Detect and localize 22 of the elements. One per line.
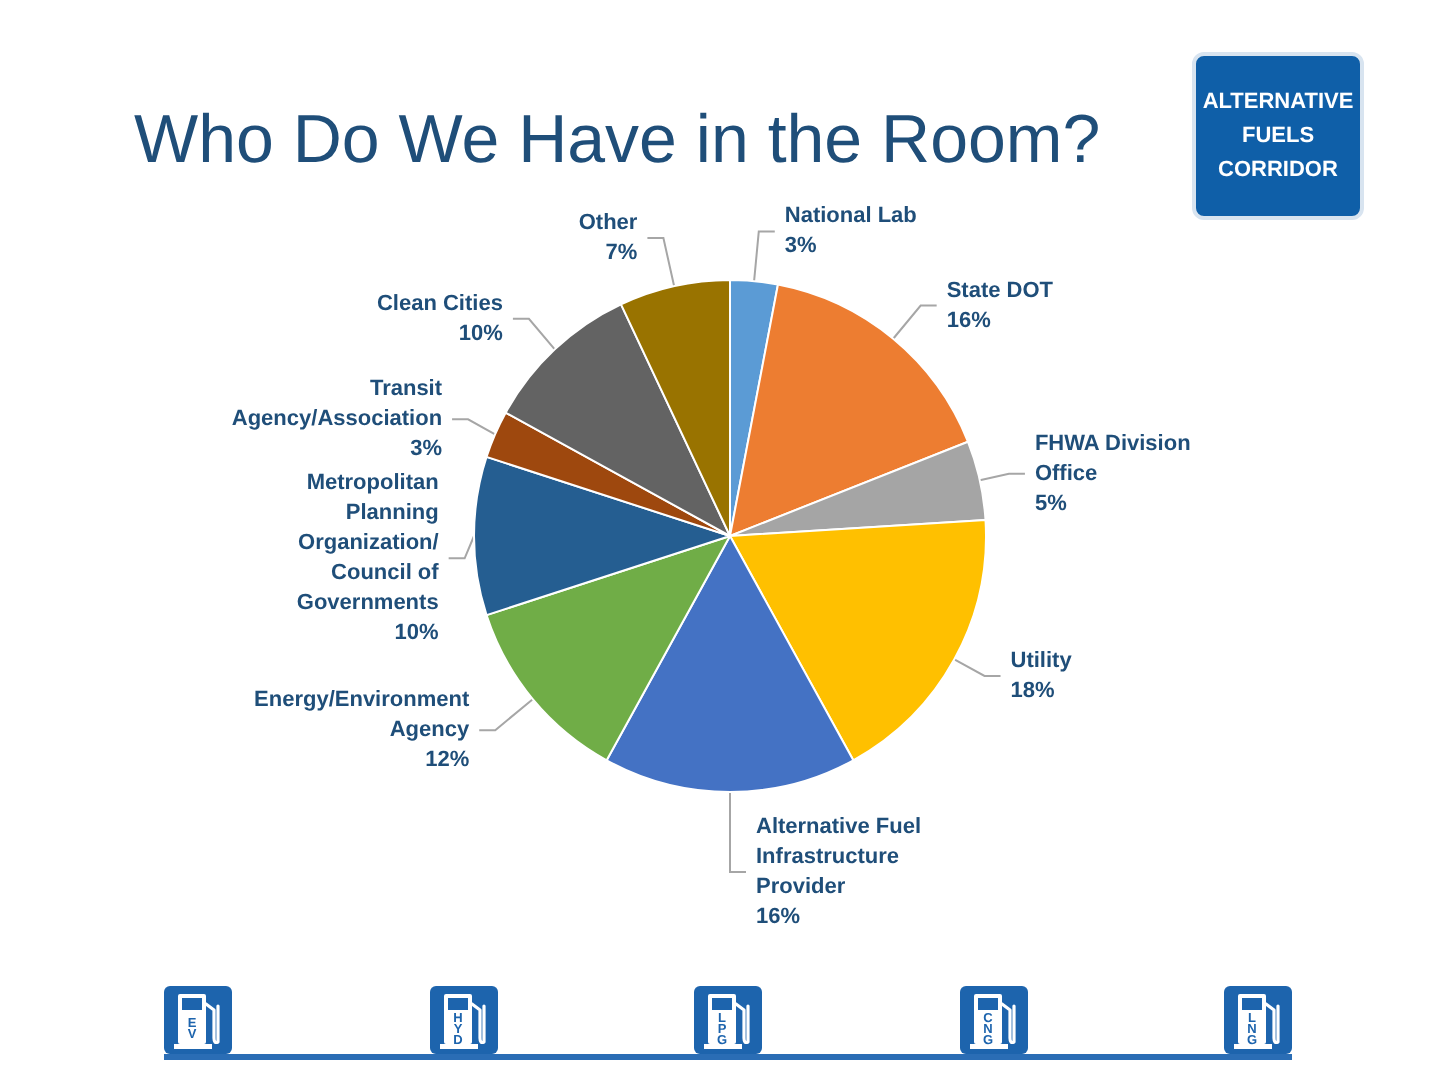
data-label: 3% [784,234,818,259]
slice-label: National Lab [784,204,918,229]
data-label: 18% [1010,678,1055,703]
slice-label: Metropolitan Planning Organization/ Council of Governments [296,471,440,616]
chart-title: Who Do We Have in the Room? [134,102,1101,178]
data-label: 16% [756,905,801,929]
slice-label: Clean Cities [376,291,503,316]
data-label: 10% [394,621,440,646]
data-label: 5% [1034,491,1068,516]
slice-label: State DOT [946,278,1054,303]
slice-label: Other [578,211,639,236]
slice-label: Alternative Fuel Infrastructure Provider [756,815,922,899]
slice-label: Transit Agency/Association [231,377,443,432]
data-label: 7% [605,241,638,266]
data-label: 3% [410,437,443,462]
road-sign: ALTERNATIVE FUELS CORRIDOR [1192,52,1364,220]
data-label: 10% [458,321,504,346]
slice-label: FHWA Division Office [1034,431,1192,486]
slice-label: Utility [1010,648,1074,673]
data-label: 12% [425,748,470,773]
slice-label: Energy/Environment Agency [254,688,471,743]
data-label: 16% [946,308,992,333]
